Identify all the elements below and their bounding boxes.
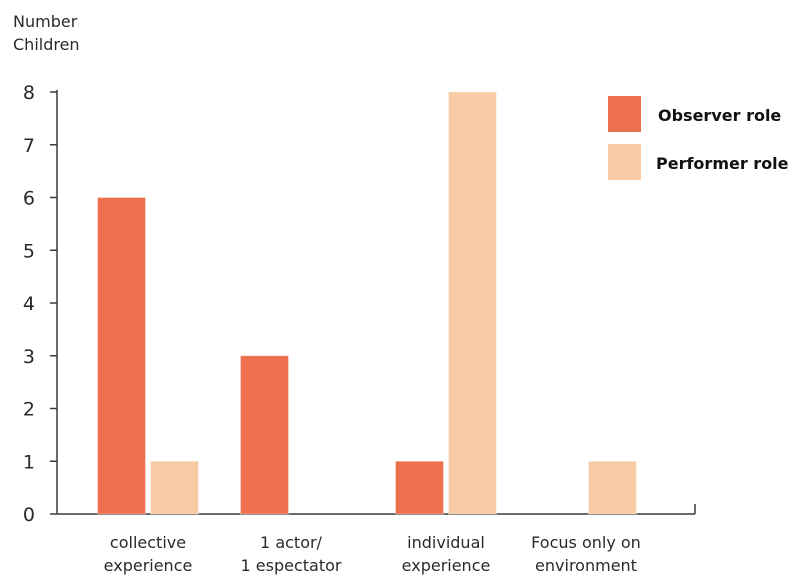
y-tick-label: 7 [23,135,35,157]
y-axis-label-line: Number [13,12,78,31]
axes [56,90,696,515]
y-axis-ticks: 0 1 2 3 4 5 6 7 8 [23,82,57,526]
bar-observer-role-1 [240,355,289,515]
x-category-label: environment [535,556,637,575]
y-tick-label: 3 [23,346,35,368]
y-tick-label: 2 [23,399,35,421]
x-axis-labels: collective experience 1 actor/1 espectator… [104,533,641,575]
x-category-label: 1 espectator [241,556,342,575]
y-axis-label: Number Children [13,12,80,54]
y-tick-label: 1 [23,451,35,473]
bars [97,91,637,515]
y-tick-label: 4 [23,293,35,315]
x-category-label: collective [110,533,186,552]
bar-observer-role-2 [395,460,444,515]
y-tick-label: 5 [23,240,35,262]
bar-observer-role-0 [97,197,146,515]
y-tick-label: 0 [23,504,35,526]
legend-swatch-performer-role [608,144,641,180]
x-category-label: experience [104,556,193,575]
bar-performer-role-0 [150,460,199,515]
x-category-label: experience [402,556,491,575]
bar-performer-role-2 [448,91,497,515]
legend-label-performer-role: Performer role [656,154,789,173]
legend-label-observer-role: Observer role [658,106,781,125]
y-axis-label-line: Children [13,35,80,54]
x-category-label: individual [407,533,485,552]
y-tick-label: 6 [23,188,35,210]
legend-swatch-observer-role [608,96,641,132]
x-category-label: 1 actor/ [260,533,323,552]
bar-performer-role-3 [588,460,637,515]
x-category-label: Focus only on [531,533,641,552]
legend: Observer role Performer role [608,96,789,180]
y-tick-label: 8 [23,82,35,104]
